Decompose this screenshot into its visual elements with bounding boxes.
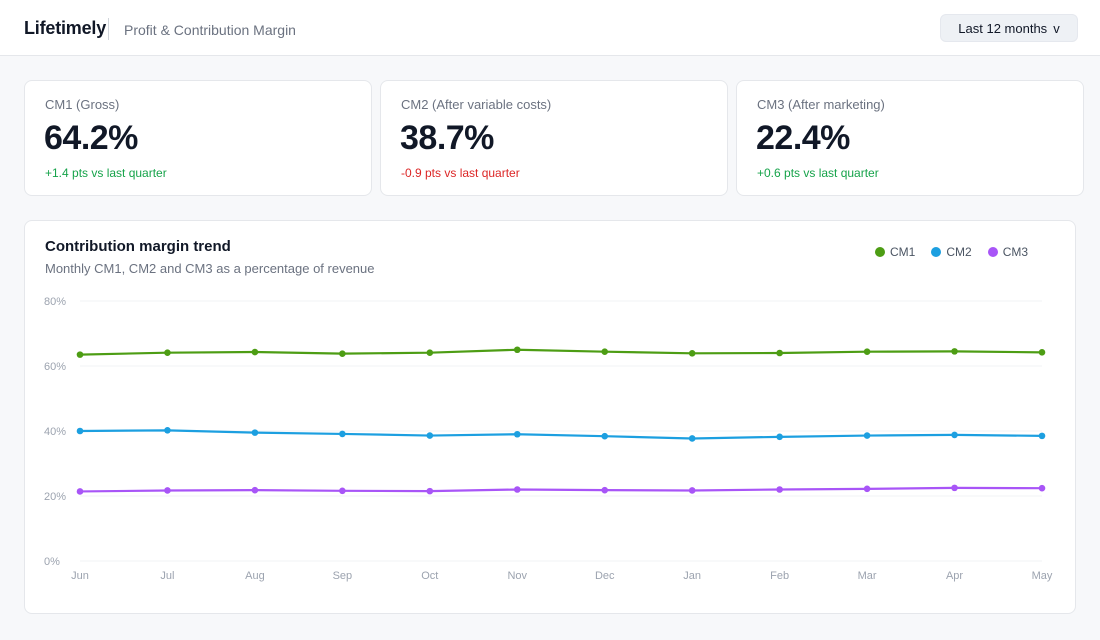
data-point-cm3 [426, 487, 434, 495]
kpi-value: 38.7% [400, 119, 494, 157]
date-range-label: Last 12 months [958, 20, 1048, 36]
kpi-delta: +0.6 pts vs last quarter [757, 166, 879, 180]
kpi-delta: +1.4 pts vs last quarter [45, 166, 167, 180]
x-tick-label: Feb [770, 570, 789, 582]
legend-label: CM3 [1002, 245, 1029, 259]
data-point-cm1 [251, 348, 259, 356]
kpi-value: 64.2% [44, 119, 138, 157]
kpi-delta: -0.9 pts vs last quarter [401, 166, 520, 180]
data-point-cm2 [601, 432, 609, 440]
date-range-dropdown[interactable]: Last 12 months v [940, 14, 1078, 42]
series-line-cm3 [79, 486, 1043, 493]
data-point-cm1 [164, 349, 171, 356]
legend-label: CM1 [890, 245, 916, 259]
header-divider [108, 18, 109, 40]
kpi-value: 22.4% [756, 119, 850, 157]
data-point-cm3 [776, 486, 783, 493]
kpi-label: CM3 (After marketing) [757, 97, 885, 112]
data-point-cm3 [251, 486, 259, 494]
data-point-cm2 [76, 427, 84, 435]
legend-item-cm2[interactable]: CM2 [931, 245, 972, 259]
x-tick-label: Aug [245, 570, 265, 582]
x-tick-label: Jun [71, 570, 89, 582]
x-tick-label: May [1032, 570, 1053, 582]
data-point-cm3 [688, 487, 696, 494]
data-point-cm2 [426, 432, 434, 439]
page-title: Profit & Contribution Margin [124, 22, 296, 38]
data-point-cm2 [164, 427, 171, 434]
data-point-cm1 [688, 350, 696, 357]
series-line-cm1 [79, 348, 1043, 356]
data-point-cm1 [951, 348, 958, 355]
data-point-cm2 [776, 433, 783, 441]
legend-dot-icon [931, 247, 942, 257]
data-point-cm2 [951, 431, 958, 439]
y-tick-label: 80% [44, 296, 66, 308]
data-point-cm2 [513, 430, 521, 438]
data-point-cm2 [1038, 432, 1046, 440]
data-point-cm1 [863, 348, 871, 355]
data-point-cm1 [426, 349, 434, 356]
data-point-cm3 [601, 486, 609, 494]
legend-dot-icon [987, 247, 998, 257]
data-point-cm2 [688, 435, 696, 442]
x-tick-label: Sep [333, 570, 353, 582]
data-point-cm1 [1038, 349, 1046, 356]
chart-subtitle: Monthly CM1, CM2 and CM3 as a percentage… [45, 261, 375, 276]
x-tick-label: Jul [160, 570, 174, 582]
line-chart: 0% 20% 40% 60% 80% Jun Jul Aug Sep Oct Nov Dec Jan Fe… [44, 296, 1053, 582]
data-point-cm1 [776, 349, 783, 357]
y-tick-label: 20% [44, 491, 66, 503]
y-tick-label: 60% [44, 361, 66, 373]
x-tick-label: Apr [946, 570, 963, 582]
chart-title: Contribution margin trend [45, 238, 231, 255]
data-point-cm3 [76, 488, 84, 495]
brand-logo[interactable]: Lifetimely [24, 18, 107, 38]
kpi-card-cm3: CM3 (After marketing) 22.4% +0.6 pts vs … [736, 80, 1084, 196]
data-point-cm3 [339, 487, 346, 495]
data-point-cm3 [513, 486, 521, 493]
legend-label: CM2 [946, 245, 972, 259]
data-point-cm3 [1038, 484, 1046, 492]
legend-item-cm1[interactable]: CM1 [875, 245, 915, 259]
kpi-card-cm1: CM1 (Gross) 64.2% +1.4 pts vs last quart… [24, 80, 372, 196]
data-point-cm2 [251, 429, 259, 436]
x-tick-label: Oct [421, 570, 438, 582]
y-tick-label: 40% [44, 426, 66, 438]
x-tick-label: Jan [683, 570, 701, 582]
legend-dot-icon [875, 247, 885, 257]
x-tick-label: Mar [858, 570, 877, 582]
chart-legend: CM1 CM2 CM3 [875, 245, 1028, 259]
data-point-cm2 [863, 432, 871, 439]
x-tick-label: Dec [595, 570, 615, 582]
kpi-card-cm2: CM2 (After variable costs) 38.7% -0.9 pt… [380, 80, 728, 196]
series-line-cm2 [79, 429, 1043, 440]
data-point-cm1 [76, 351, 84, 358]
y-tick-label: 0% [44, 556, 60, 568]
legend-item-cm3[interactable]: CM3 [987, 245, 1029, 259]
data-point-cm1 [601, 348, 609, 355]
chevron-down-icon: v [1053, 20, 1060, 36]
data-point-cm1 [339, 350, 346, 357]
data-point-cm1 [513, 346, 521, 354]
kpi-label: CM1 (Gross) [45, 97, 120, 112]
data-point-cm3 [863, 485, 871, 493]
x-tick-label: Nov [507, 570, 527, 582]
trend-chart-panel: Contribution margin trend Monthly CM1, C… [24, 220, 1076, 614]
kpi-label: CM2 (After variable costs) [401, 97, 552, 112]
top-bar: Lifetimely Profit & Contribution Margin … [0, 0, 1100, 56]
data-point-cm3 [951, 484, 958, 492]
data-point-cm2 [339, 430, 346, 438]
data-point-cm3 [164, 487, 171, 494]
